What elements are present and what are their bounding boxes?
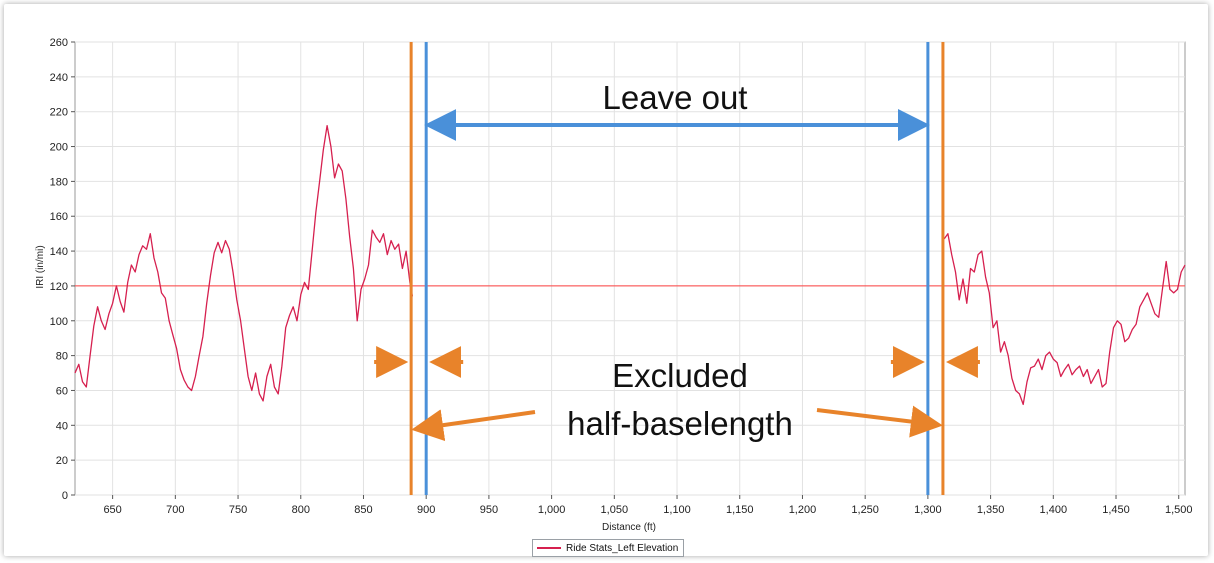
legend: Ride Stats_Left Elevation (532, 539, 685, 557)
y-tick-label: 80 (56, 351, 68, 363)
x-tick-label: 1,000 (538, 504, 566, 516)
series-line (74, 124, 414, 402)
x-tick-label: 850 (354, 504, 372, 516)
y-tick-label: 0 (62, 490, 68, 502)
x-tick-label: 900 (417, 504, 435, 516)
excluded-arrow-left (411, 409, 536, 442)
x-tick-label: 1,350 (977, 504, 1005, 516)
series-layer (74, 124, 1186, 406)
legend-swatch (537, 547, 561, 549)
x-tick-label: 1,400 (1040, 504, 1068, 516)
leave-out-label: Leave out (603, 79, 748, 116)
y-tick-label: 240 (50, 72, 68, 84)
x-tick-label: 1,200 (789, 504, 817, 516)
y-tick-label: 260 (50, 37, 68, 49)
x-tick-label: 1,050 (601, 504, 629, 516)
y-tick-label: 120 (50, 281, 68, 293)
x-tick-label: 950 (480, 504, 498, 516)
y-axis-label: IRI (in/mi) (35, 245, 46, 288)
x-tick-label: 800 (292, 504, 310, 516)
x-tick-label: 650 (103, 504, 121, 516)
y-tick-label: 40 (56, 420, 68, 432)
x-tick-label: 1,450 (1102, 504, 1130, 516)
excluded-arrow-right (816, 405, 943, 438)
y-tick-label: 160 (50, 211, 68, 223)
series-line (943, 233, 1186, 406)
x-tick-label: 1,150 (726, 504, 754, 516)
y-tick-label: 140 (50, 246, 68, 258)
x-tick-label: 1,250 (851, 504, 879, 516)
y-tick-label: 100 (50, 316, 68, 328)
excluded-label-line2: half-baselength (567, 405, 793, 442)
y-tick-label: 200 (50, 142, 68, 154)
x-tick-label: 700 (166, 504, 184, 516)
excluded-label-line1: Excluded (612, 357, 748, 394)
y-tick-label: 220 (50, 107, 68, 119)
x-tick-label: 1,500 (1165, 504, 1193, 516)
y-tick-label: 180 (50, 176, 68, 188)
y-tick-label: 60 (56, 385, 68, 397)
x-axis-label: Distance (ft) (602, 522, 656, 533)
legend-label: Ride Stats_Left Elevation (566, 542, 679, 554)
annotations (374, 42, 980, 495)
x-tick-label: 1,100 (663, 504, 691, 516)
axes: 650 700 750 800 850 900 950 1,000 1,050 1,100 1,15… (50, 37, 1193, 516)
x-tick-label: 1,300 (914, 504, 942, 516)
y-tick-label: 20 (56, 455, 68, 467)
x-tick-label: 750 (229, 504, 247, 516)
